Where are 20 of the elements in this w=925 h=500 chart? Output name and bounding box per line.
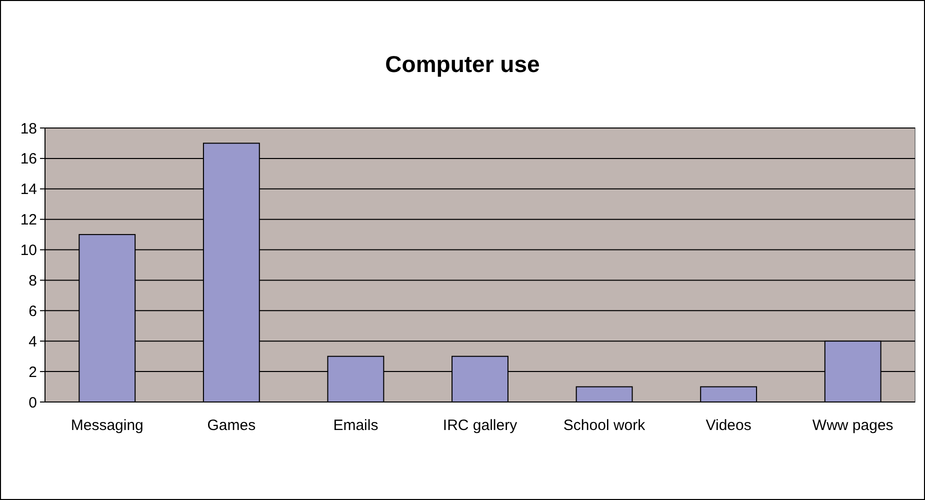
bar	[700, 386, 758, 402]
y-tick-label: 18	[20, 120, 37, 138]
y-tick-label: 16	[20, 150, 37, 168]
y-tick-label: 4	[28, 333, 37, 350]
bar	[576, 386, 633, 402]
y-tick-label: 10	[20, 242, 37, 260]
x-tick-label: Emails	[333, 417, 378, 434]
x-tick-label: Games	[207, 417, 256, 434]
chart-title: Computer use	[385, 51, 540, 77]
y-tick-label: 14	[20, 181, 37, 198]
y-tick-label: 0	[28, 394, 37, 412]
x-tick-label: Messaging	[70, 417, 144, 434]
y-tick-label: 6	[28, 302, 37, 320]
y-tick-label: 8	[28, 272, 37, 290]
x-tick-label: School work	[563, 417, 646, 434]
x-tick-label: IRC gallery	[442, 417, 518, 434]
y-tick-label: 2	[28, 364, 37, 381]
y-tick-label: 12	[20, 212, 37, 229]
x-tick-label: Videos	[706, 417, 752, 434]
x-tick-label: Www pages	[812, 417, 894, 434]
